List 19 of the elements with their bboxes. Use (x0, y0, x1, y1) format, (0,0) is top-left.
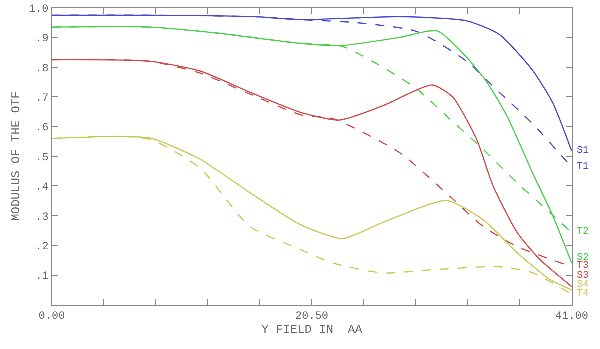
x-tick-label: 41.00 (555, 311, 589, 324)
y-tick-label: .2 (36, 241, 49, 254)
y-tick-label: .9 (36, 34, 49, 46)
y-tick-label: .8 (36, 63, 49, 76)
x-axis-title: Y FIELD IN AA (262, 323, 364, 338)
y-tick-label: .1 (36, 271, 50, 284)
series-label: S1 (577, 146, 590, 157)
x-tick-label: 0.00 (38, 311, 66, 324)
y-tick-label: .4 (36, 182, 50, 194)
y-tick-label: .7 (36, 92, 49, 105)
y-tick-label: .5 (36, 152, 49, 164)
series-label: T4 (577, 289, 590, 300)
series-label: T1 (577, 162, 590, 173)
x-tick-label: 20.50 (295, 311, 329, 324)
y-tick-label: .3 (36, 212, 49, 224)
y-axis-title: MODULUS OF THE OTF (9, 92, 24, 222)
y-tick-label: .6 (36, 122, 49, 135)
series-label: T2 (577, 227, 590, 238)
y-tick-label: 1.0 (28, 4, 49, 16)
